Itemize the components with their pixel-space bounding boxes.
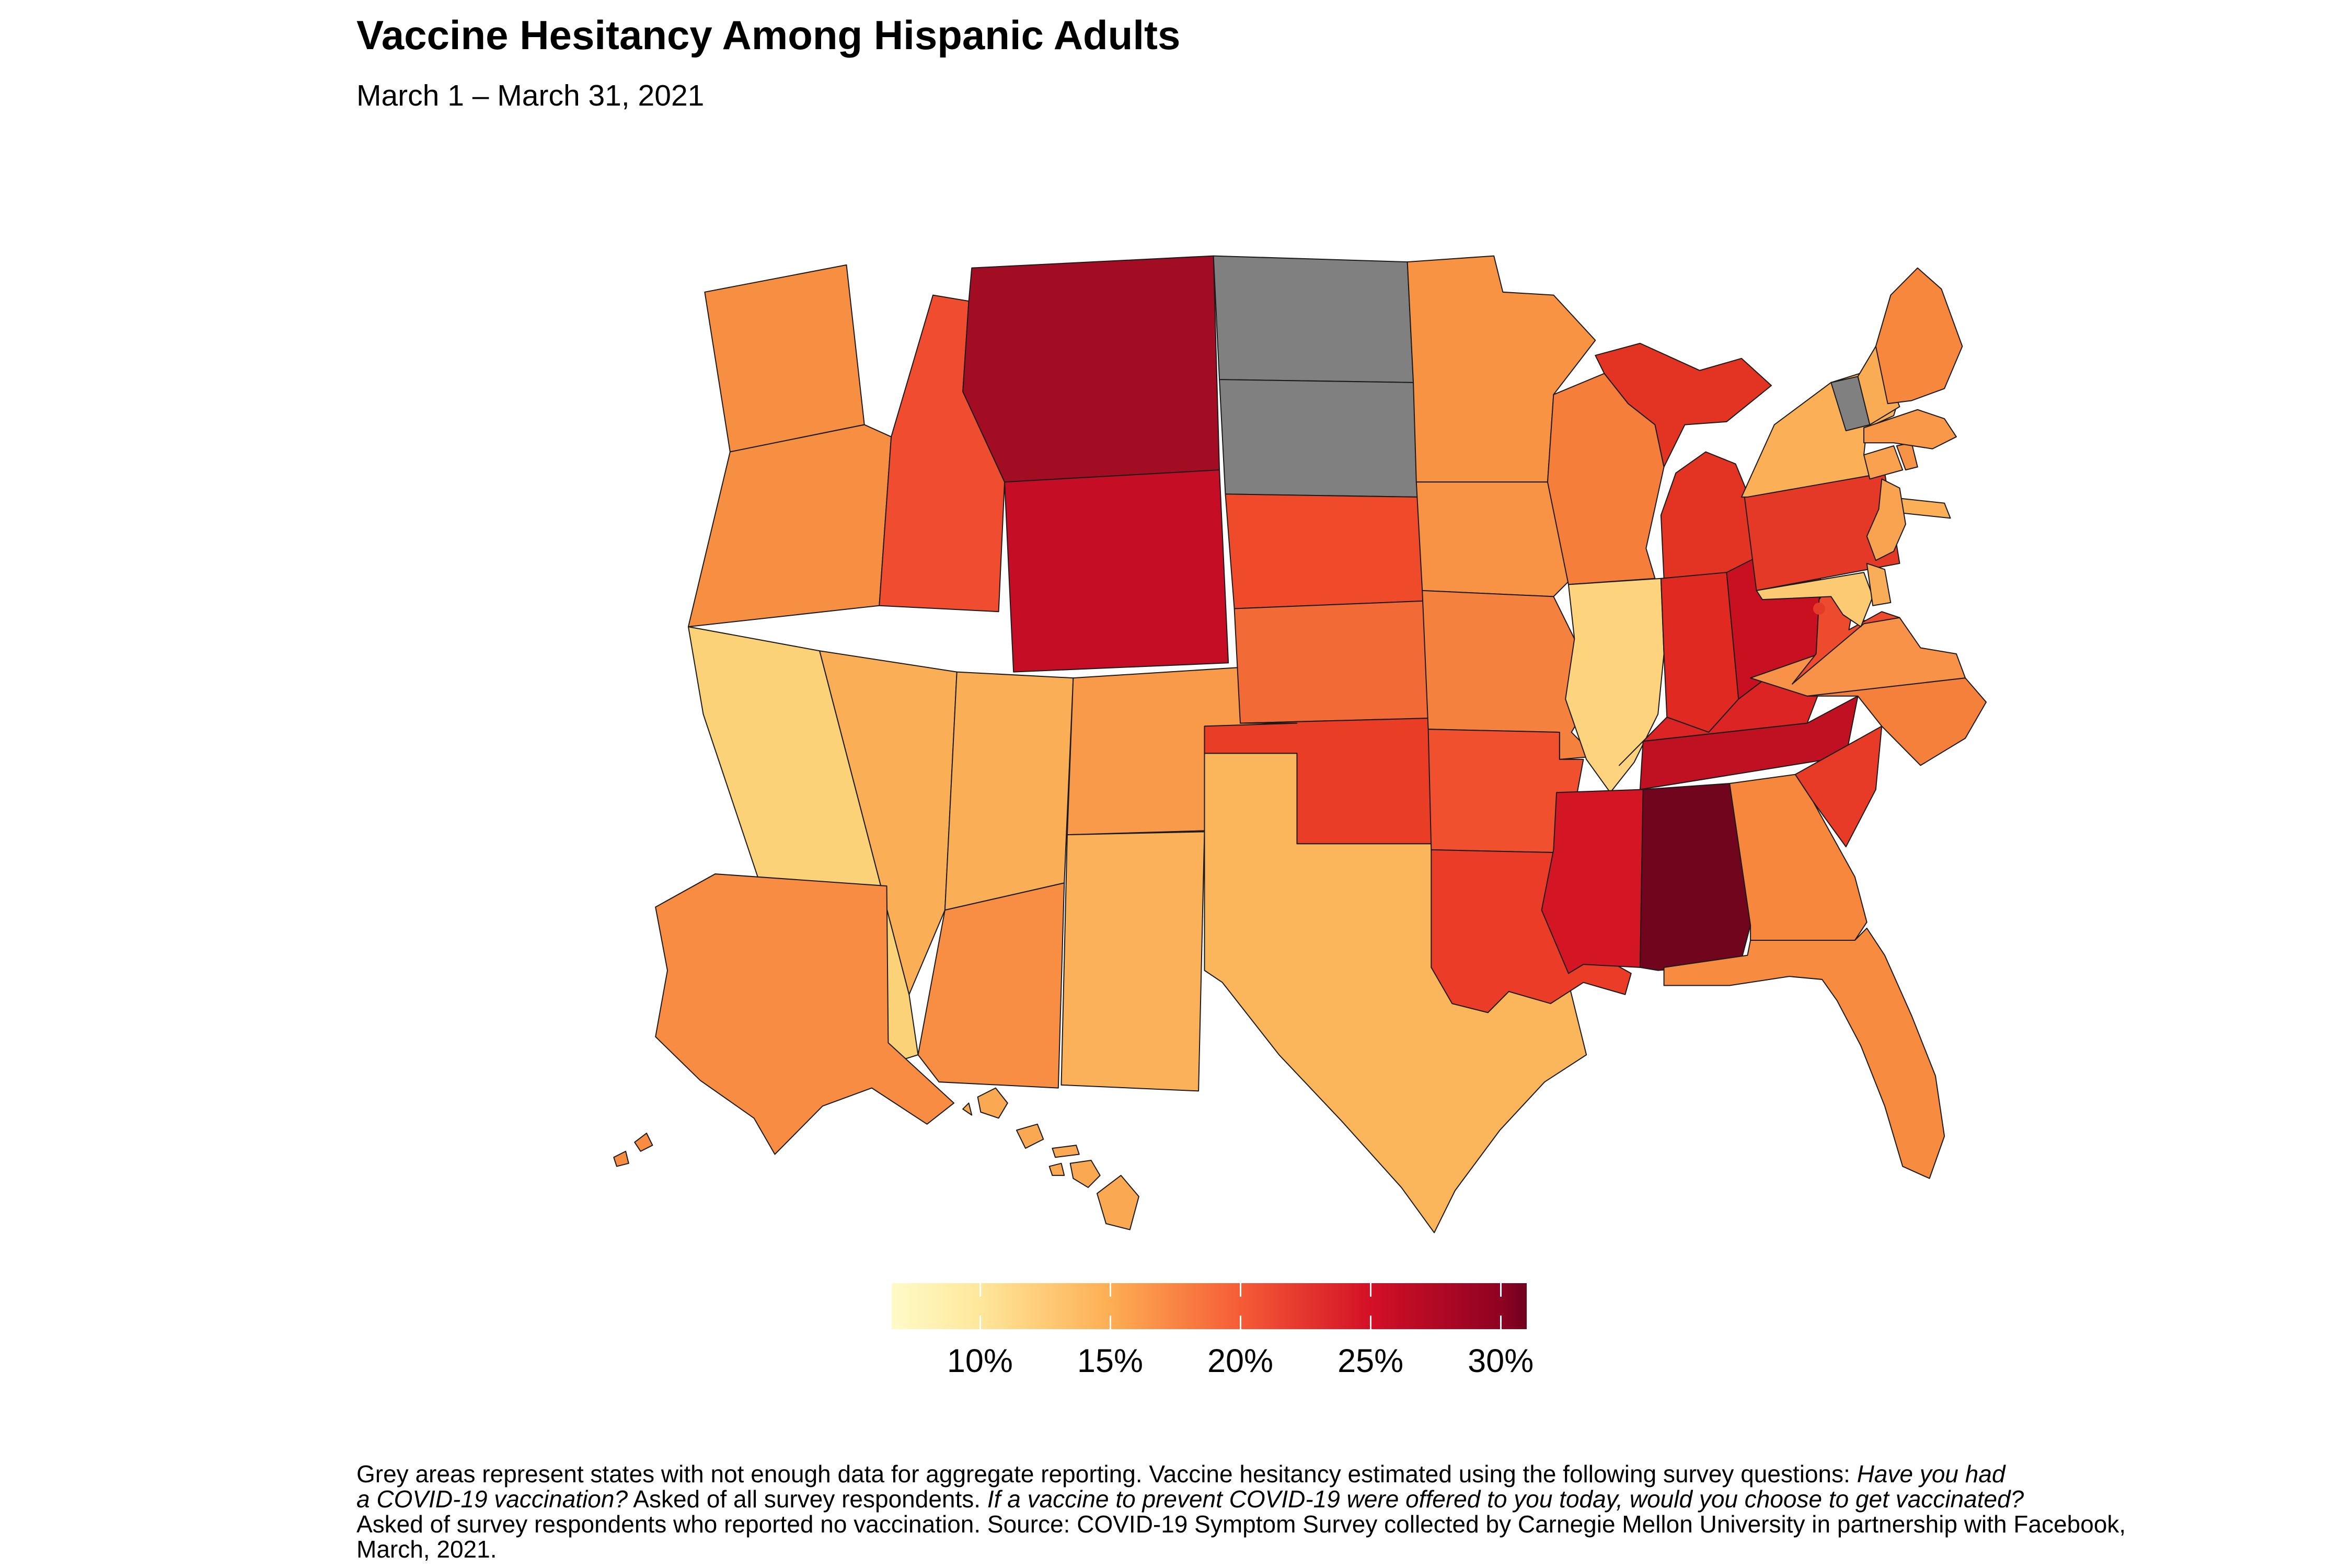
page-title: Vaccine Hesitancy Among Hispanic Adults bbox=[356, 12, 1181, 58]
state-ak bbox=[634, 1133, 653, 1152]
state-hi bbox=[1048, 1162, 1065, 1176]
legend-tick-mark bbox=[1500, 1283, 1502, 1297]
us-choropleth-map bbox=[613, 255, 1987, 1233]
legend-tick-mark bbox=[1109, 1316, 1111, 1329]
legend-tick-mark bbox=[1240, 1283, 1242, 1297]
legend-tick-mark bbox=[979, 1316, 981, 1329]
legend-tick-label: 10% bbox=[947, 1343, 1013, 1379]
state-ma bbox=[1863, 409, 1957, 449]
state-wy bbox=[1004, 469, 1229, 673]
state-nm bbox=[1060, 831, 1205, 1092]
state-hi bbox=[962, 1102, 973, 1116]
page-subtitle: March 1 – March 31, 2021 bbox=[356, 79, 705, 112]
state-in bbox=[1660, 572, 1739, 733]
state-or bbox=[687, 424, 892, 628]
state-nc bbox=[1806, 677, 1987, 766]
state-me bbox=[1875, 267, 1963, 405]
state-tn bbox=[1639, 695, 1859, 790]
state-hi bbox=[1052, 1145, 1080, 1158]
state-nh bbox=[1857, 345, 1900, 425]
state-wa bbox=[704, 264, 865, 453]
state-de bbox=[1866, 562, 1892, 606]
legend-tick-label: 30% bbox=[1468, 1343, 1534, 1379]
state-mi bbox=[1595, 342, 1772, 468]
state-mt bbox=[962, 255, 1220, 483]
state-ak bbox=[655, 873, 954, 1155]
state-mn bbox=[1406, 255, 1596, 483]
state-nj bbox=[1866, 478, 1906, 561]
legend-tick-mark bbox=[1370, 1316, 1372, 1329]
legend-tick-label: 25% bbox=[1338, 1343, 1404, 1379]
state-hi bbox=[1016, 1123, 1044, 1149]
legend-gradient-bar bbox=[892, 1283, 1527, 1329]
state-ut bbox=[944, 671, 1074, 911]
state-ms bbox=[1541, 789, 1644, 974]
state-sd bbox=[1219, 379, 1426, 498]
footnote-line: a COVID-19 vaccination? Asked of all sur… bbox=[356, 1485, 2024, 1513]
legend-tick-label: 20% bbox=[1207, 1343, 1274, 1379]
footnote-line: Grey areas represent states with not eno… bbox=[356, 1460, 2005, 1488]
state-ct bbox=[1863, 445, 1904, 480]
legend-tick-mark bbox=[1500, 1316, 1502, 1329]
state-ak bbox=[613, 1150, 629, 1167]
legend-tick-label: 15% bbox=[1077, 1343, 1143, 1379]
state-hi bbox=[977, 1087, 1008, 1119]
legend-tick-mark bbox=[1109, 1283, 1111, 1297]
footnote-line: March, 2021. bbox=[356, 1536, 497, 1563]
state-hi bbox=[1069, 1160, 1101, 1188]
state-md bbox=[1756, 572, 1874, 628]
state-hi bbox=[1097, 1174, 1139, 1230]
legend-tick-mark bbox=[1370, 1283, 1372, 1297]
state-dc bbox=[1813, 602, 1825, 615]
state-sc bbox=[1794, 725, 1883, 848]
state-ia bbox=[1415, 481, 1572, 597]
footnote-line: Asked of survey respondents who reported… bbox=[356, 1511, 2126, 1538]
state-nd bbox=[1213, 255, 1414, 383]
state-az bbox=[917, 882, 1065, 1089]
footnote-text: Grey areas represent states with not eno… bbox=[356, 1461, 2126, 1562]
legend-tick-mark bbox=[1240, 1316, 1242, 1329]
legend-tick-mark bbox=[979, 1283, 981, 1297]
state-fl bbox=[1663, 927, 1945, 1179]
